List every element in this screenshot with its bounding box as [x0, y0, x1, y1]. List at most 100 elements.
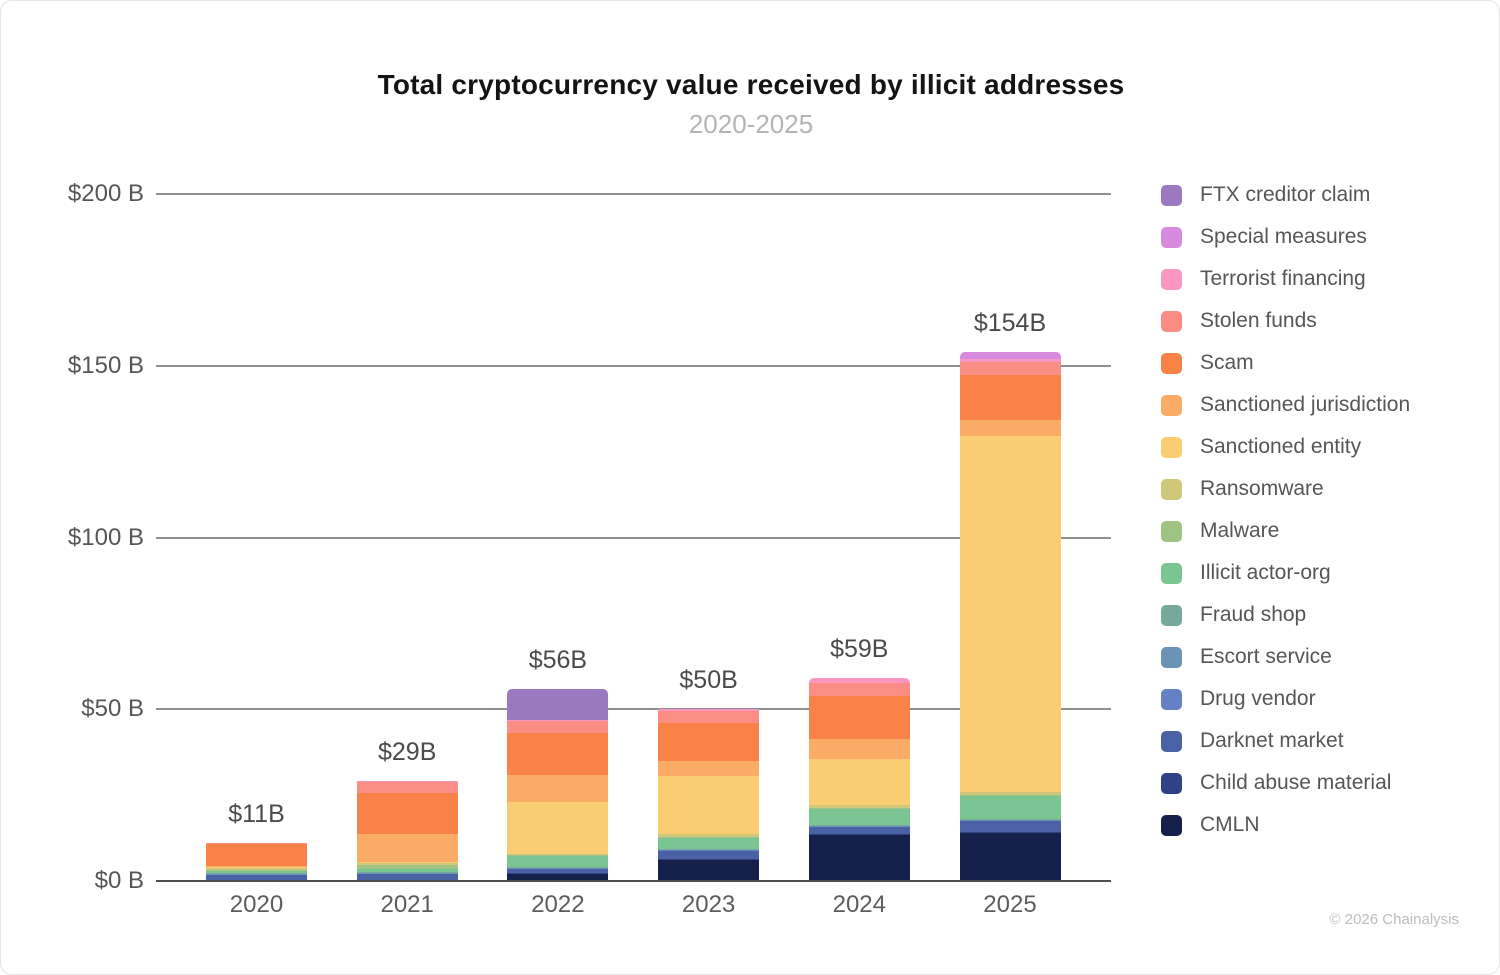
- legend-label: Scam: [1200, 351, 1254, 374]
- bar-segment-sanctioned-jurisdiction: [658, 761, 760, 776]
- x-axis-label: 2020: [229, 891, 284, 918]
- bar-segment-terrorist-financing: [808, 678, 910, 684]
- bar-segment-cmln: [959, 832, 1061, 881]
- legend-swatch-ransomware: [1161, 478, 1182, 500]
- bar-segment-special-measures: [959, 352, 1061, 360]
- bar-segment-illicit-actor-org: [206, 870, 307, 873]
- bar-segment-sanctioned-entity: [356, 861, 458, 864]
- y-axis-tick-label: $150 B: [67, 351, 144, 379]
- bar-segment-cmln: [507, 873, 609, 881]
- legend-item-fraud-shop: Fraud shop: [1161, 602, 1410, 628]
- bar-segment-sanctioned-jurisdiction: [206, 866, 307, 867]
- legend-label: FTX creditor claim: [1200, 183, 1371, 206]
- legend-swatch-sanctioned-entity: [1161, 436, 1182, 458]
- bar-segment-scam: [507, 733, 609, 775]
- bar-segment-sanctioned-entity: [658, 775, 760, 834]
- bar-total-label: $50B: [679, 666, 738, 695]
- legend-item-ftx-creditor-claim: FTX creditor claim: [1161, 182, 1410, 208]
- bar-segment-illicit-actor-org: [507, 856, 609, 868]
- legend-label: Escort service: [1200, 645, 1332, 668]
- gridline-150: [156, 364, 1111, 367]
- bar-segment-scam: [356, 793, 458, 835]
- legend-item-sanctioned-entity: Sanctioned entity: [1161, 434, 1410, 460]
- legend-item-child-abuse-material: Child abuse material: [1161, 770, 1410, 796]
- legend-item-sanctioned-jurisdiction: Sanctioned jurisdiction: [1161, 392, 1410, 418]
- legend-label: Illicit actor-org: [1200, 561, 1331, 584]
- bar-segment-ransomware: [658, 833, 760, 838]
- bar-segment-sanctioned-jurisdiction: [808, 738, 910, 759]
- bar-segment-drug-vendor: [658, 849, 760, 851]
- legend-label: Child abuse material: [1200, 771, 1392, 794]
- bar-segment-sanctioned-entity: [206, 866, 307, 868]
- legend-swatch-scam: [1161, 352, 1182, 374]
- bar-segment-ransomware: [808, 805, 910, 808]
- legend-swatch-illicit-actor-org: [1161, 562, 1182, 584]
- bar-segment-fraud-shop: [507, 867, 609, 868]
- legend-label: Darknet market: [1200, 729, 1344, 752]
- bar-segment-illicit-actor-org: [658, 838, 760, 849]
- bar-total-label: $56B: [528, 645, 588, 674]
- bar-segment-illicit-actor-org: [959, 795, 1061, 820]
- bar-segment-scam: [206, 844, 307, 867]
- legend-item-special-measures: Special measures: [1161, 224, 1410, 250]
- bar-segment-child-abuse-material: [959, 832, 1061, 833]
- legend-label: Stolen funds: [1200, 309, 1317, 332]
- bar-segment-terrorist-financing: [959, 359, 1061, 362]
- legend-item-ransomware: Ransomware: [1161, 476, 1410, 502]
- bar-segment-ransomware: [356, 863, 458, 866]
- chart-subtitle: 2020-2025: [688, 109, 814, 139]
- legend-swatch-escort-service: [1161, 646, 1182, 668]
- y-axis-tick-label: $0 B: [94, 867, 144, 894]
- legend-label: Malware: [1200, 519, 1280, 542]
- y-axis-tick-label: $100 B: [67, 523, 144, 551]
- bar-segment-scam: [658, 723, 760, 762]
- bar-segment-ransomware: [959, 791, 1061, 795]
- bar-segment-cmln: [808, 834, 910, 881]
- bar-segment-child-abuse-material: [808, 833, 910, 835]
- bar-segment-sanctioned-jurisdiction: [507, 774, 609, 802]
- gridline-100: [156, 536, 1111, 539]
- bar-segment-scam: [959, 375, 1061, 420]
- bar-segment-drug-vendor: [808, 826, 910, 828]
- legend-item-malware: Malware: [1161, 518, 1410, 544]
- bar-segment-malware: [959, 794, 1061, 796]
- gridline-0: [156, 880, 1111, 882]
- legend-item-stolen-funds: Stolen funds: [1161, 308, 1410, 334]
- bar-segment-drug-vendor: [959, 820, 1061, 821]
- copyright-text: © 2026 Chainalysis: [1329, 911, 1459, 928]
- bar-segment-stolen-funds: [507, 720, 609, 734]
- bar-segment-sanctioned-jurisdiction: [356, 834, 458, 862]
- legend-swatch-malware: [1161, 520, 1182, 542]
- legend-label: CMLN: [1200, 813, 1260, 836]
- bar-total-label: $11B: [228, 800, 285, 829]
- legend-swatch-fraud-shop: [1161, 604, 1182, 626]
- bar-segment-stolen-funds: [658, 710, 760, 724]
- bar-segment-child-abuse-material: [658, 858, 760, 860]
- bar-total-label: $154B: [973, 309, 1047, 337]
- x-axis-label: 2021: [380, 891, 434, 918]
- gridline-200: [156, 193, 1111, 195]
- x-axis-label: 2024: [832, 891, 886, 918]
- legend-swatch-darknet-market: [1161, 730, 1182, 752]
- bar-segment-stolen-funds: [356, 781, 458, 794]
- legend-swatch-special-measures: [1161, 226, 1182, 248]
- bar-total-label: $29B: [377, 738, 437, 767]
- bar-segment-fraud-shop: [959, 819, 1061, 820]
- x-axis-label: 2025: [983, 891, 1037, 918]
- bar-segment-illicit-actor-org: [808, 808, 910, 826]
- bar-segment-sanctioned-jurisdiction: [959, 420, 1061, 437]
- y-axis-tick-label: $200 B: [67, 180, 144, 207]
- bar-segment-ransomware: [507, 853, 609, 856]
- legend-label: Special measures: [1200, 225, 1367, 248]
- bar-segment-cmln: [658, 859, 760, 881]
- bar-segment-fraud-shop: [356, 872, 458, 873]
- bar-segment-scam: [808, 695, 910, 739]
- bar-segment-darknet-market: [206, 874, 307, 881]
- legend-swatch-terrorist-financing: [1161, 268, 1182, 290]
- legend-item-drug-vendor: Drug vendor: [1161, 686, 1410, 712]
- chart-title: Total cryptocurrency value received by i…: [377, 69, 1125, 100]
- x-axis-label: 2023: [681, 891, 736, 918]
- bar-segment-child-abuse-material: [507, 873, 609, 874]
- legend-label: Ransomware: [1200, 477, 1324, 500]
